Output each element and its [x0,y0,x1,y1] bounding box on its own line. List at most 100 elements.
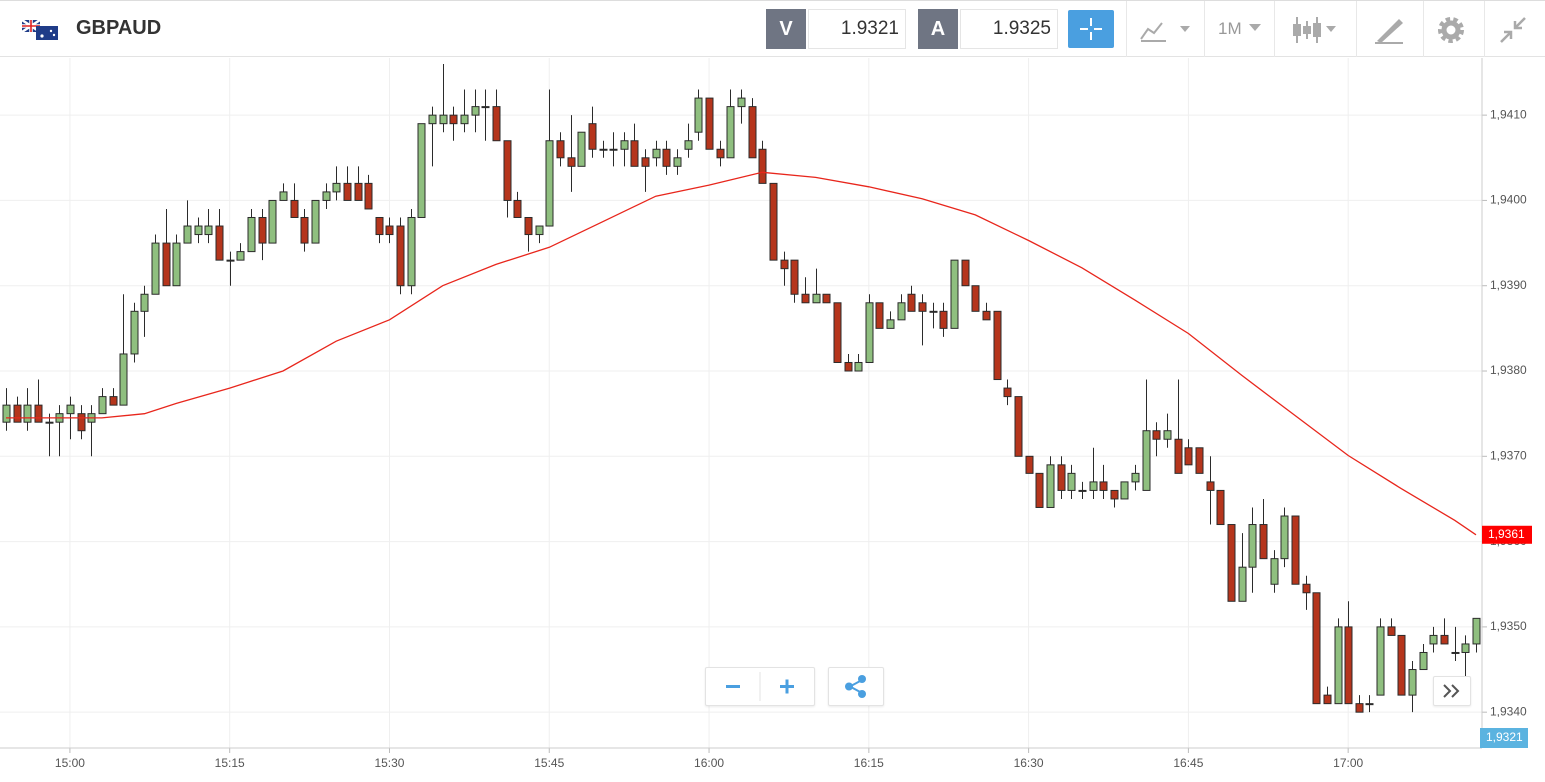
separator [1356,1,1357,57]
candle-body [364,182,373,210]
y-tick-label: 1,9370 [1490,448,1527,462]
candle-body [694,97,703,133]
candle-body [1429,634,1438,645]
separator [1423,1,1424,57]
candles-button[interactable] [1290,15,1346,45]
candle-body [1206,481,1215,491]
share-icon [845,675,866,698]
candle-body [1259,524,1268,560]
candle-body [652,148,661,159]
candle-body [1365,703,1374,706]
candle-body [258,216,267,244]
candle-body [1120,481,1129,500]
candle-body [993,310,1002,381]
candle-body [385,225,394,236]
candle-body [780,259,789,270]
candle-body [98,396,107,415]
candle-body [705,97,714,150]
zoom-in[interactable] [780,679,794,694]
candle-body [428,114,437,125]
candle-body [375,216,384,236]
candle-body [1472,617,1481,645]
moving-average-line [6,171,1477,536]
candle-body [1099,481,1108,491]
current-price-label: 1,9321 [1486,730,1523,744]
candle-body [1163,430,1172,440]
separator [1204,1,1205,57]
buy-button[interactable]: A [918,9,958,49]
candle-body [460,114,469,125]
candle-body [503,140,512,201]
candle-body [290,199,299,218]
share-button[interactable] [828,667,884,706]
crosshair-button[interactable] [1068,10,1114,48]
candle-body [23,404,32,423]
candle-body [897,302,906,321]
flag-icon [22,20,58,40]
candle-body [1195,447,1204,474]
candle-body [45,421,54,424]
candle-body [300,216,309,244]
candle-body [982,310,991,321]
x-tick-label: 17:00 [1333,756,1363,770]
candle-body [343,182,352,201]
candle-body [737,97,746,108]
candle-body [1184,447,1193,466]
x-tick-label: 15:15 [215,756,245,770]
candle-body [34,404,43,423]
y-tick-label: 1,9390 [1490,278,1527,292]
candle-body [854,361,863,372]
candle-body [332,182,341,193]
candle-body [1131,472,1140,483]
scroll-right-button[interactable] [1433,676,1471,706]
candle-body [1397,634,1406,696]
candle-body [183,225,192,244]
candle-body [929,310,938,313]
candle-body [1461,643,1470,653]
candle-body [1110,489,1119,500]
y-tick-label: 1,9410 [1490,107,1527,121]
candle-body [556,140,565,159]
buy-price[interactable]: 1.9325 [960,9,1058,49]
candle-body [417,123,426,218]
candle-body [162,242,171,287]
candle-body [226,259,235,262]
sell-price[interactable]: 1.9321 [808,9,906,49]
candle-body [1057,464,1066,491]
candle-body [961,259,970,287]
candle-body [1014,396,1023,457]
candle-body [865,302,874,363]
marks-layer [2,63,1481,713]
candle-body [215,225,224,261]
header: GBPAUD V 1.9321 A 1.9325 1M [0,0,1545,57]
candle-body [1344,626,1353,705]
candle-body [630,140,639,167]
candle-body [535,225,544,236]
candle-body [279,191,288,201]
ma-label: 1,9361 [1488,527,1525,541]
chart-type-button[interactable] [1138,17,1194,43]
current-price-bg [1480,728,1528,748]
candle-body [662,148,671,167]
timeframe-button[interactable]: 1M [1218,19,1242,38]
candle-body [1089,481,1098,491]
candle-body [492,106,501,142]
candle-body [588,123,597,150]
candle-body [1035,472,1044,508]
candle-body [194,225,203,236]
settings-button[interactable] [1436,15,1466,45]
candle-body [407,216,416,287]
symbol: GBPAUD [76,17,162,39]
sell-button[interactable]: V [766,9,806,49]
candle-body [641,157,650,167]
candle-body [439,114,448,125]
grid-layer [0,58,1482,748]
candle-body [1046,464,1055,508]
candle-body [567,157,576,167]
collapse-button[interactable] [1498,15,1528,45]
draw-button[interactable] [1373,15,1405,45]
candle-body [769,182,778,261]
candle-body [812,293,821,304]
x-tick-label: 15:30 [374,756,404,770]
